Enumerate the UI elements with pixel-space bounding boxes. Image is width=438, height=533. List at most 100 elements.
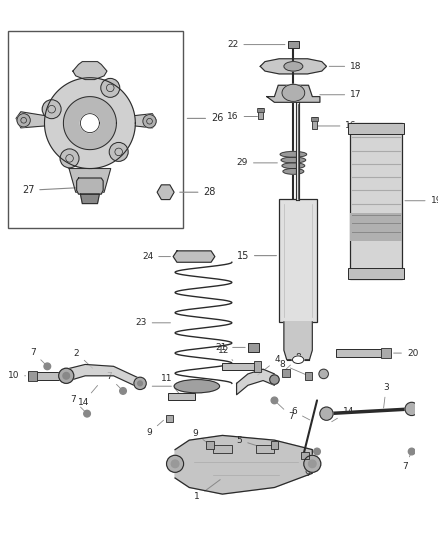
- Ellipse shape: [319, 369, 328, 378]
- Ellipse shape: [271, 397, 278, 403]
- Text: 28: 28: [180, 187, 216, 197]
- Ellipse shape: [44, 363, 51, 370]
- Bar: [7, 31, 183, 228]
- Ellipse shape: [282, 84, 305, 101]
- Bar: [336, 349, 388, 357]
- Text: 29: 29: [237, 158, 277, 167]
- Polygon shape: [81, 194, 99, 204]
- Bar: [279, 199, 317, 322]
- Text: 20: 20: [394, 349, 418, 358]
- Ellipse shape: [304, 455, 321, 472]
- Text: 11: 11: [161, 374, 180, 394]
- Ellipse shape: [284, 62, 303, 71]
- Ellipse shape: [408, 448, 415, 455]
- Polygon shape: [16, 112, 45, 128]
- Text: 3: 3: [383, 383, 389, 408]
- Ellipse shape: [405, 402, 418, 416]
- Text: 26: 26: [187, 114, 223, 124]
- Text: 25: 25: [135, 382, 171, 391]
- Ellipse shape: [270, 375, 279, 384]
- Ellipse shape: [138, 381, 142, 386]
- Ellipse shape: [308, 460, 316, 467]
- Text: 22: 22: [227, 40, 285, 49]
- Text: 17: 17: [320, 90, 362, 99]
- Polygon shape: [77, 178, 103, 194]
- Text: 8: 8: [284, 353, 301, 371]
- Ellipse shape: [320, 407, 333, 421]
- Text: 7: 7: [30, 348, 46, 365]
- Bar: [28, 371, 37, 381]
- Circle shape: [60, 149, 79, 168]
- Bar: [312, 117, 317, 129]
- Circle shape: [17, 114, 30, 127]
- Ellipse shape: [171, 460, 179, 467]
- Bar: [166, 415, 173, 422]
- Bar: [28, 372, 61, 379]
- Circle shape: [143, 115, 156, 128]
- Ellipse shape: [134, 377, 146, 390]
- Text: 7: 7: [276, 402, 294, 421]
- Bar: [223, 362, 258, 370]
- Polygon shape: [45, 78, 135, 168]
- Polygon shape: [73, 62, 107, 79]
- Polygon shape: [135, 114, 156, 128]
- Text: 21: 21: [216, 343, 245, 352]
- Polygon shape: [260, 59, 326, 74]
- Ellipse shape: [283, 168, 304, 174]
- Text: 14: 14: [332, 407, 354, 422]
- Polygon shape: [284, 322, 312, 360]
- Bar: [418, 402, 438, 410]
- Bar: [169, 393, 195, 400]
- Text: 1: 1: [194, 480, 220, 502]
- Polygon shape: [81, 114, 99, 133]
- Text: 7: 7: [106, 372, 121, 389]
- Text: 2: 2: [74, 349, 92, 368]
- Text: 9: 9: [192, 429, 208, 443]
- Text: 16: 16: [227, 112, 258, 121]
- Text: 6: 6: [291, 407, 310, 420]
- Text: 16: 16: [317, 122, 357, 131]
- Ellipse shape: [314, 448, 320, 455]
- Circle shape: [101, 78, 120, 98]
- Text: 9: 9: [305, 458, 311, 478]
- Polygon shape: [173, 251, 215, 262]
- Bar: [213, 445, 232, 454]
- Ellipse shape: [174, 379, 219, 393]
- Ellipse shape: [120, 387, 126, 394]
- Bar: [348, 123, 404, 134]
- Text: 11: 11: [0, 532, 1, 533]
- Bar: [258, 108, 264, 112]
- Text: 8: 8: [279, 360, 306, 375]
- Ellipse shape: [63, 373, 70, 379]
- Ellipse shape: [281, 157, 306, 163]
- Bar: [255, 445, 275, 454]
- Ellipse shape: [293, 356, 304, 364]
- Bar: [305, 372, 312, 379]
- Text: 13: 13: [0, 532, 1, 533]
- Bar: [271, 441, 278, 449]
- Text: 4: 4: [258, 355, 280, 375]
- Text: 27: 27: [22, 185, 80, 195]
- Polygon shape: [64, 96, 117, 150]
- Bar: [350, 213, 402, 241]
- Circle shape: [109, 142, 128, 161]
- Text: 18: 18: [329, 62, 362, 71]
- Text: 19: 19: [405, 196, 438, 205]
- Ellipse shape: [59, 368, 74, 383]
- Text: 14: 14: [78, 385, 98, 407]
- Bar: [206, 441, 214, 449]
- Bar: [301, 451, 308, 459]
- Bar: [254, 361, 261, 372]
- Bar: [311, 117, 318, 121]
- Ellipse shape: [166, 455, 184, 472]
- Polygon shape: [237, 369, 275, 395]
- Text: 10: 10: [7, 372, 25, 381]
- Text: 24: 24: [142, 252, 170, 261]
- Polygon shape: [267, 85, 320, 102]
- Text: 9: 9: [147, 420, 163, 437]
- Text: 23: 23: [135, 318, 170, 327]
- Polygon shape: [69, 168, 111, 192]
- Ellipse shape: [84, 410, 90, 417]
- Bar: [348, 268, 404, 279]
- Text: 5: 5: [237, 435, 258, 446]
